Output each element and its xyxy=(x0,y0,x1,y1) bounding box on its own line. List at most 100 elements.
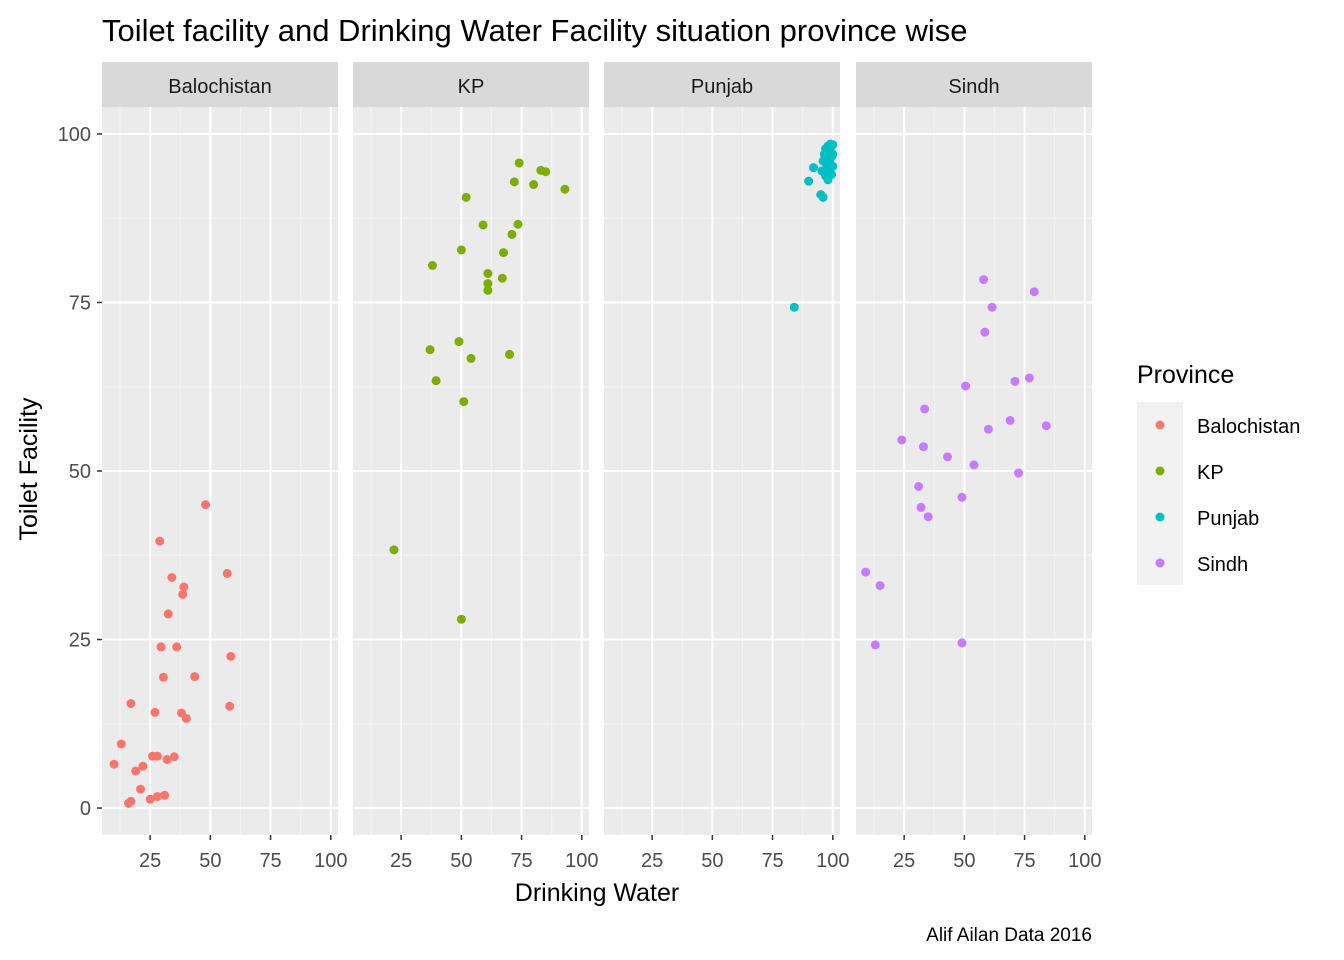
x-tick-label: 50 xyxy=(199,850,221,872)
y-tick-label: 50 xyxy=(69,461,91,483)
data-point xyxy=(126,699,136,709)
y-tick-label: 100 xyxy=(58,124,91,146)
x-tick-label: 25 xyxy=(139,850,161,872)
data-point xyxy=(152,792,162,802)
data-point xyxy=(923,512,933,522)
data-point xyxy=(497,273,507,283)
facet-strip-label: KP xyxy=(458,76,485,98)
x-tick-label: 25 xyxy=(641,850,663,872)
data-point xyxy=(560,184,570,194)
y-tick-label: 75 xyxy=(69,292,91,314)
data-point xyxy=(431,376,441,386)
data-point xyxy=(1041,421,1051,431)
y-tick-label: 0 xyxy=(80,798,91,820)
data-point xyxy=(1005,415,1015,425)
facet-panel-kp: KP 25 50 75 100 xyxy=(353,62,598,872)
data-point xyxy=(427,260,437,270)
legend: Province Balochistan KP Punjab Sindh xyxy=(1137,361,1300,585)
data-point xyxy=(916,502,926,512)
x-tick-label: 100 xyxy=(1068,850,1101,872)
data-point xyxy=(456,245,466,255)
x-axis-title: Drinking Water xyxy=(515,879,679,907)
y-axis-title: Toilet Facility xyxy=(15,397,43,541)
data-point xyxy=(160,790,170,800)
facet-panel-balochistan: Balochistan 25 50 75 100 xyxy=(102,62,347,872)
data-point xyxy=(870,640,880,650)
data-point xyxy=(875,581,885,591)
x-tick-label: 25 xyxy=(390,850,412,872)
data-point xyxy=(178,589,188,599)
data-point xyxy=(818,192,828,202)
data-point xyxy=(158,672,168,682)
data-point xyxy=(131,766,141,776)
chart-caption: Alif Ailan Data 2016 xyxy=(926,925,1092,946)
data-point xyxy=(541,167,551,177)
data-point xyxy=(201,500,211,510)
data-point xyxy=(456,614,466,624)
facet-panel-punjab: Punjab 25 50 75 100 xyxy=(604,62,849,872)
data-point xyxy=(483,268,493,278)
legend-swatch xyxy=(1155,466,1165,476)
x-tick-label: 100 xyxy=(565,850,598,872)
data-point xyxy=(454,337,464,347)
data-point xyxy=(861,567,871,577)
data-point xyxy=(980,327,990,337)
legend-item-label: Punjab xyxy=(1197,508,1259,530)
data-point xyxy=(478,220,488,230)
data-point xyxy=(167,573,177,583)
data-point xyxy=(179,582,189,592)
data-point xyxy=(499,248,509,258)
data-point xyxy=(920,404,930,414)
legend-item-label: KP xyxy=(1197,462,1224,484)
legend-swatch xyxy=(1155,512,1165,522)
data-point xyxy=(827,169,837,179)
legend-item-label: Sindh xyxy=(1197,554,1248,576)
data-point xyxy=(150,707,160,717)
data-point xyxy=(983,424,993,434)
data-point xyxy=(514,158,524,168)
facet-panels: Balochistan 25 50 75 100 KP 25 50 75 100 Punjab 25 5… xyxy=(102,62,1101,872)
data-point xyxy=(181,713,191,723)
legend-title: Province xyxy=(1137,361,1234,389)
data-point xyxy=(957,638,967,648)
data-point xyxy=(1029,287,1039,297)
data-point xyxy=(897,435,907,445)
data-point xyxy=(225,701,235,711)
facet-strip xyxy=(604,62,840,107)
data-point xyxy=(914,482,924,492)
data-point xyxy=(828,140,838,150)
facet-strip xyxy=(102,62,338,107)
facet-strip xyxy=(856,62,1092,107)
data-point xyxy=(169,752,179,762)
data-point xyxy=(943,452,953,462)
x-tick-label: 100 xyxy=(816,850,849,872)
data-point xyxy=(162,755,172,765)
facet-strip-label: Punjab xyxy=(691,76,753,98)
facet-strip-label: Sindh xyxy=(948,76,999,98)
data-point xyxy=(466,353,476,363)
data-point xyxy=(828,149,838,159)
data-point xyxy=(461,192,471,202)
x-tick-label: 100 xyxy=(314,850,347,872)
data-point xyxy=(918,442,928,452)
data-point xyxy=(804,176,814,186)
data-point xyxy=(1010,376,1020,386)
data-point xyxy=(987,302,997,312)
data-point xyxy=(222,568,232,578)
data-point xyxy=(483,285,493,295)
data-point xyxy=(152,751,162,761)
legend-item-label: Balochistan xyxy=(1197,416,1300,438)
x-tick-label: 75 xyxy=(259,850,281,872)
x-tick-label: 50 xyxy=(450,850,472,872)
data-point xyxy=(505,349,515,359)
data-point xyxy=(138,761,148,771)
data-point xyxy=(163,609,173,619)
data-point xyxy=(809,163,819,173)
y-axis: 0 25 50 75 100 xyxy=(58,124,102,820)
data-point xyxy=(789,302,799,312)
legend-swatch xyxy=(1155,558,1165,568)
data-point xyxy=(513,219,523,229)
data-point xyxy=(961,381,971,391)
facet-strip xyxy=(353,62,589,107)
data-point xyxy=(155,536,165,546)
